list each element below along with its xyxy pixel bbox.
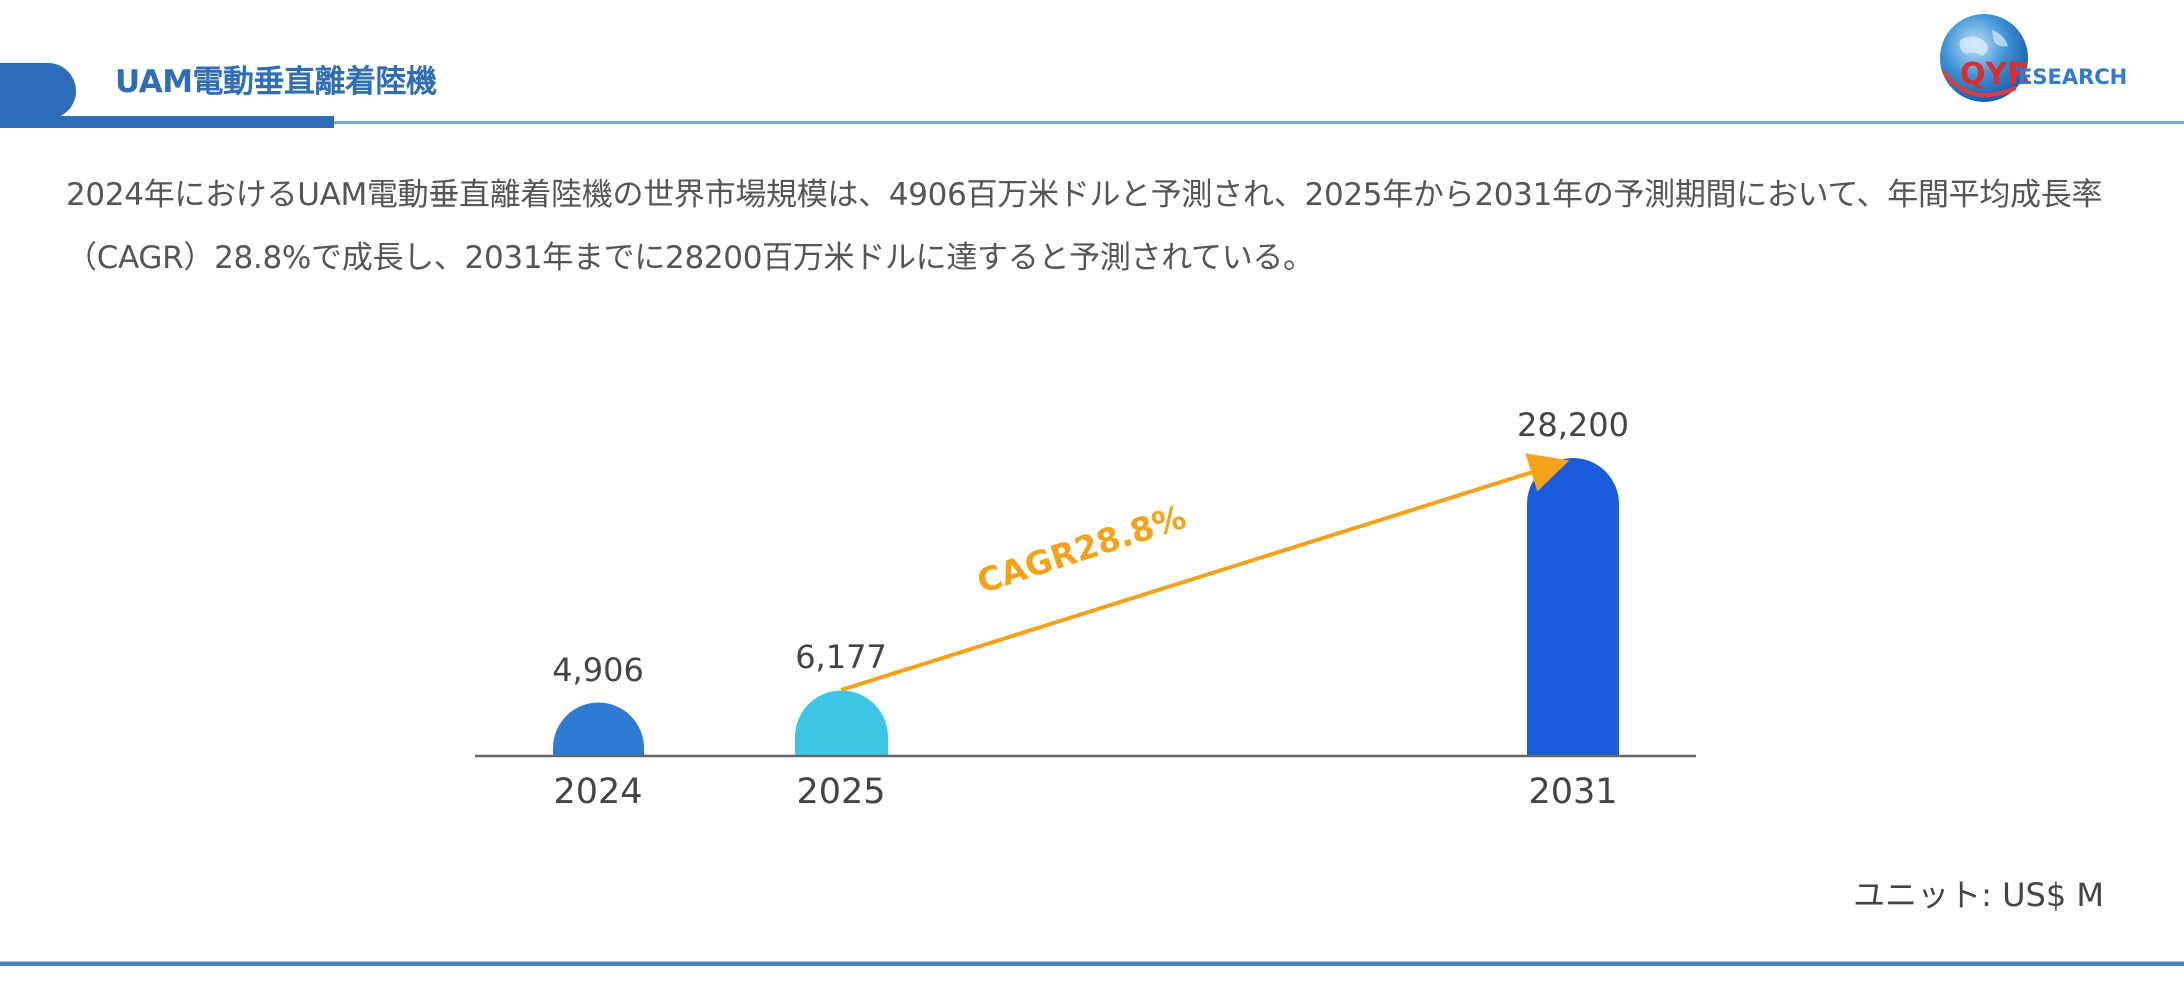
bar-2031 xyxy=(1527,458,1619,756)
value-label-2024: 4,906 xyxy=(552,651,644,689)
globe-icon xyxy=(1940,14,2028,102)
value-label-2031: 28,200 xyxy=(1517,406,1629,444)
header-underline-bar xyxy=(0,116,334,128)
logo-research-text: ESEARCH xyxy=(2018,65,2127,89)
bar-2025 xyxy=(795,690,889,756)
page-title: UAM電動垂直離着陸機 xyxy=(115,64,437,100)
header-divider xyxy=(334,121,2184,124)
unit-label: ユニット: US$ M xyxy=(1853,876,2104,914)
category-label-2025: 2025 xyxy=(796,772,885,812)
bar-2024 xyxy=(553,702,644,756)
qyresearch-logo: QYR ESEARCH xyxy=(1940,14,2127,102)
category-label-2024: 2024 xyxy=(553,772,642,812)
market-summary-text: 2024年におけるUAM電動垂直離着陸機の世界市場規模は、4906百万米ドルと予… xyxy=(66,177,2103,276)
logo-qyr-text: QYR xyxy=(1960,57,2030,92)
cagr-label: CAGR28.8% xyxy=(972,497,1190,601)
cagr-arrow xyxy=(840,453,1570,692)
header-tab-decoration xyxy=(0,63,76,119)
footer-divider xyxy=(0,961,2184,966)
value-label-2025: 6,177 xyxy=(795,638,887,676)
category-label-2031: 2031 xyxy=(1528,772,1617,812)
